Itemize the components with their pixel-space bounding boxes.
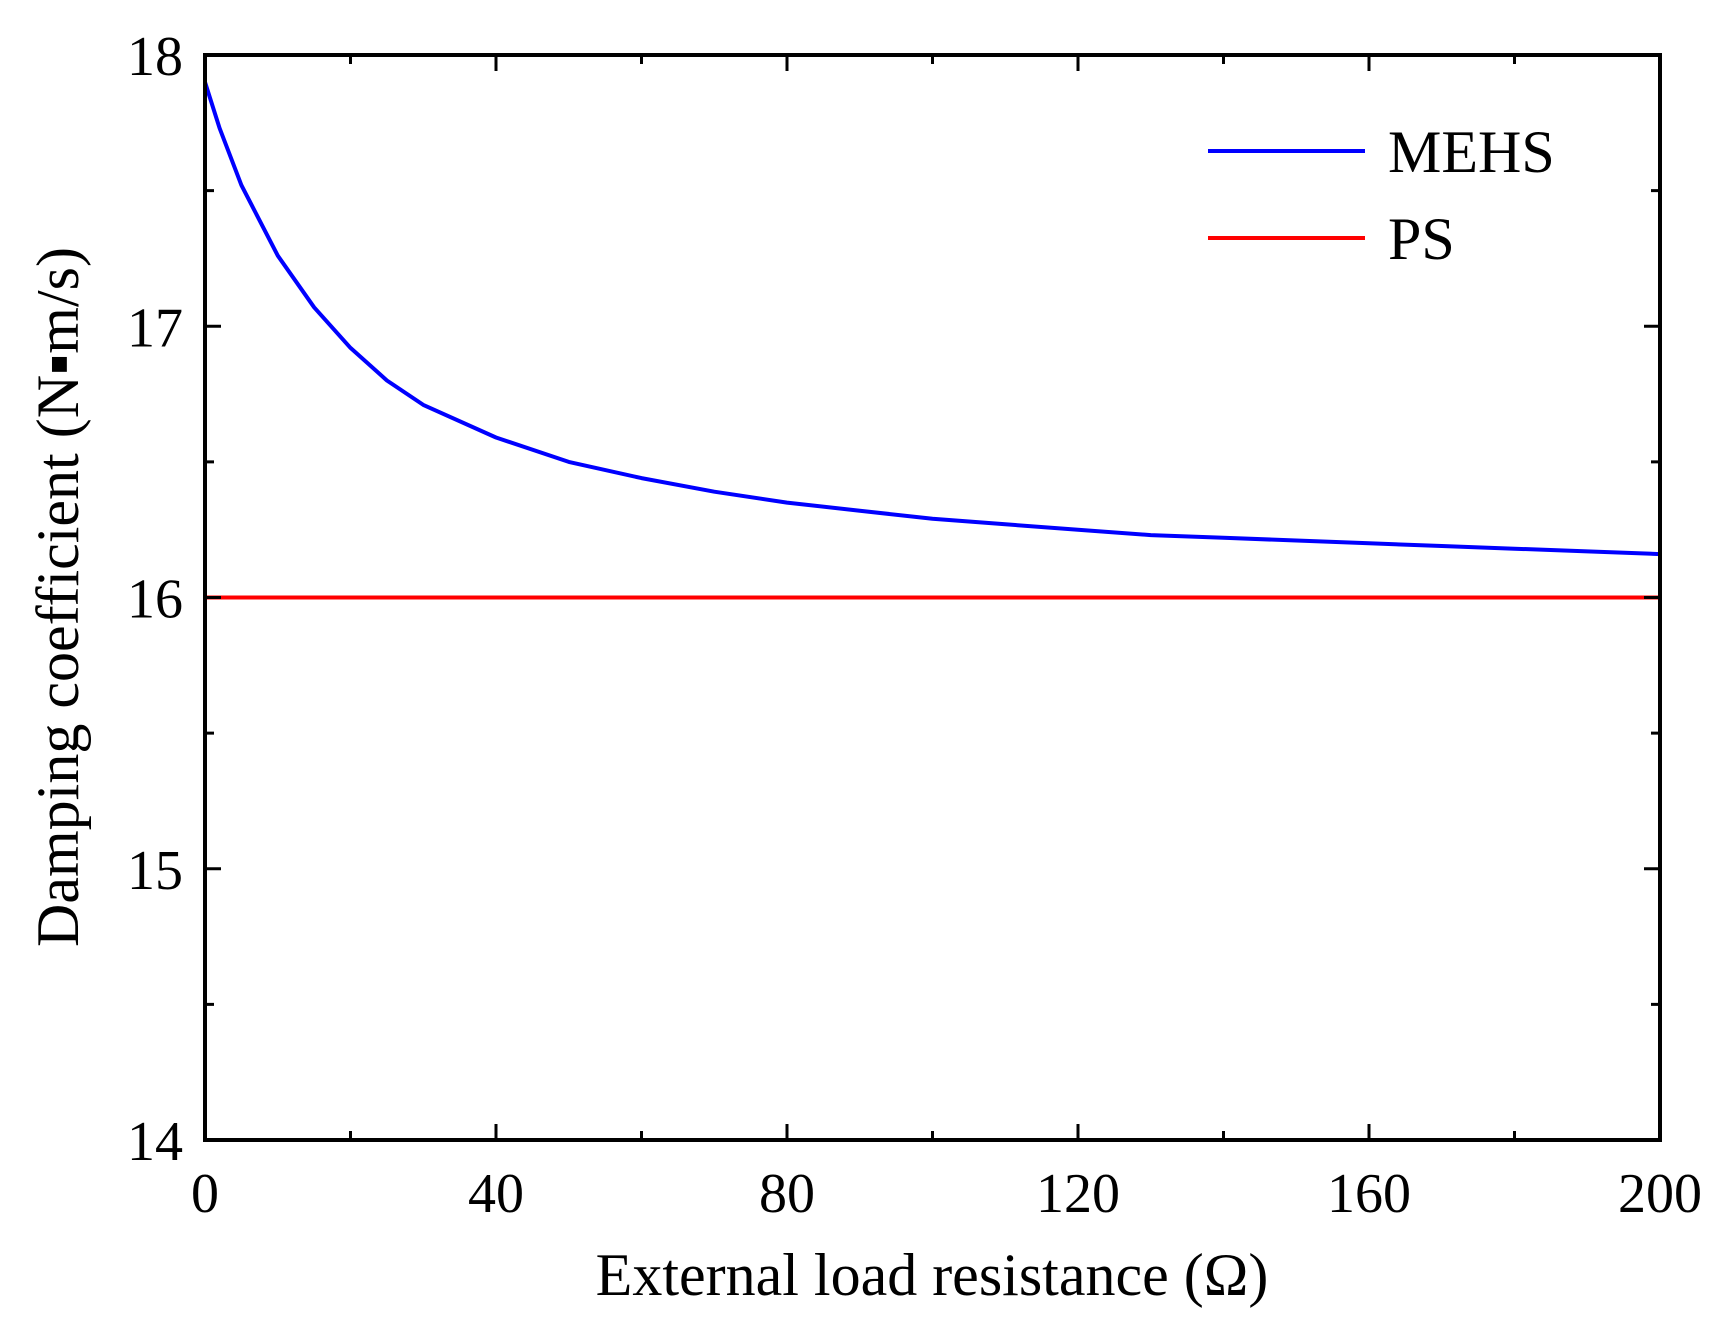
legend-label-mehs: MEHS: [1388, 119, 1555, 185]
series-layer: [203, 81, 1661, 600]
y-axis-title: Damping coefficient (N▪m/s): [25, 247, 91, 947]
x-tick-label: 160: [1327, 1163, 1411, 1225]
x-tick-label: 120: [1036, 1163, 1120, 1225]
legend: MEHS PS: [1208, 119, 1555, 272]
legend-label-ps: PS: [1388, 206, 1455, 272]
y-tick-label: 17: [127, 297, 183, 359]
x-axis-title: External load resistance (Ω): [596, 1242, 1269, 1308]
y-tick-label: 15: [127, 840, 183, 902]
y-tick-labels: 14 15 16 17 18: [127, 26, 183, 1173]
y-tick-label: 18: [127, 26, 183, 88]
x-tick-label: 40: [468, 1163, 524, 1225]
x-tick-label: 0: [191, 1163, 219, 1225]
x-tick-label: 80: [759, 1163, 815, 1225]
series-line-mehs: [203, 81, 1661, 557]
plot-frame: [203, 53, 1662, 1142]
x-tick-labels: 0 40 80 120 160 200: [191, 1163, 1702, 1225]
x-tick-label: 200: [1618, 1163, 1702, 1225]
y-tick-label: 14: [127, 1111, 183, 1173]
y-tick-label: 16: [127, 569, 183, 631]
